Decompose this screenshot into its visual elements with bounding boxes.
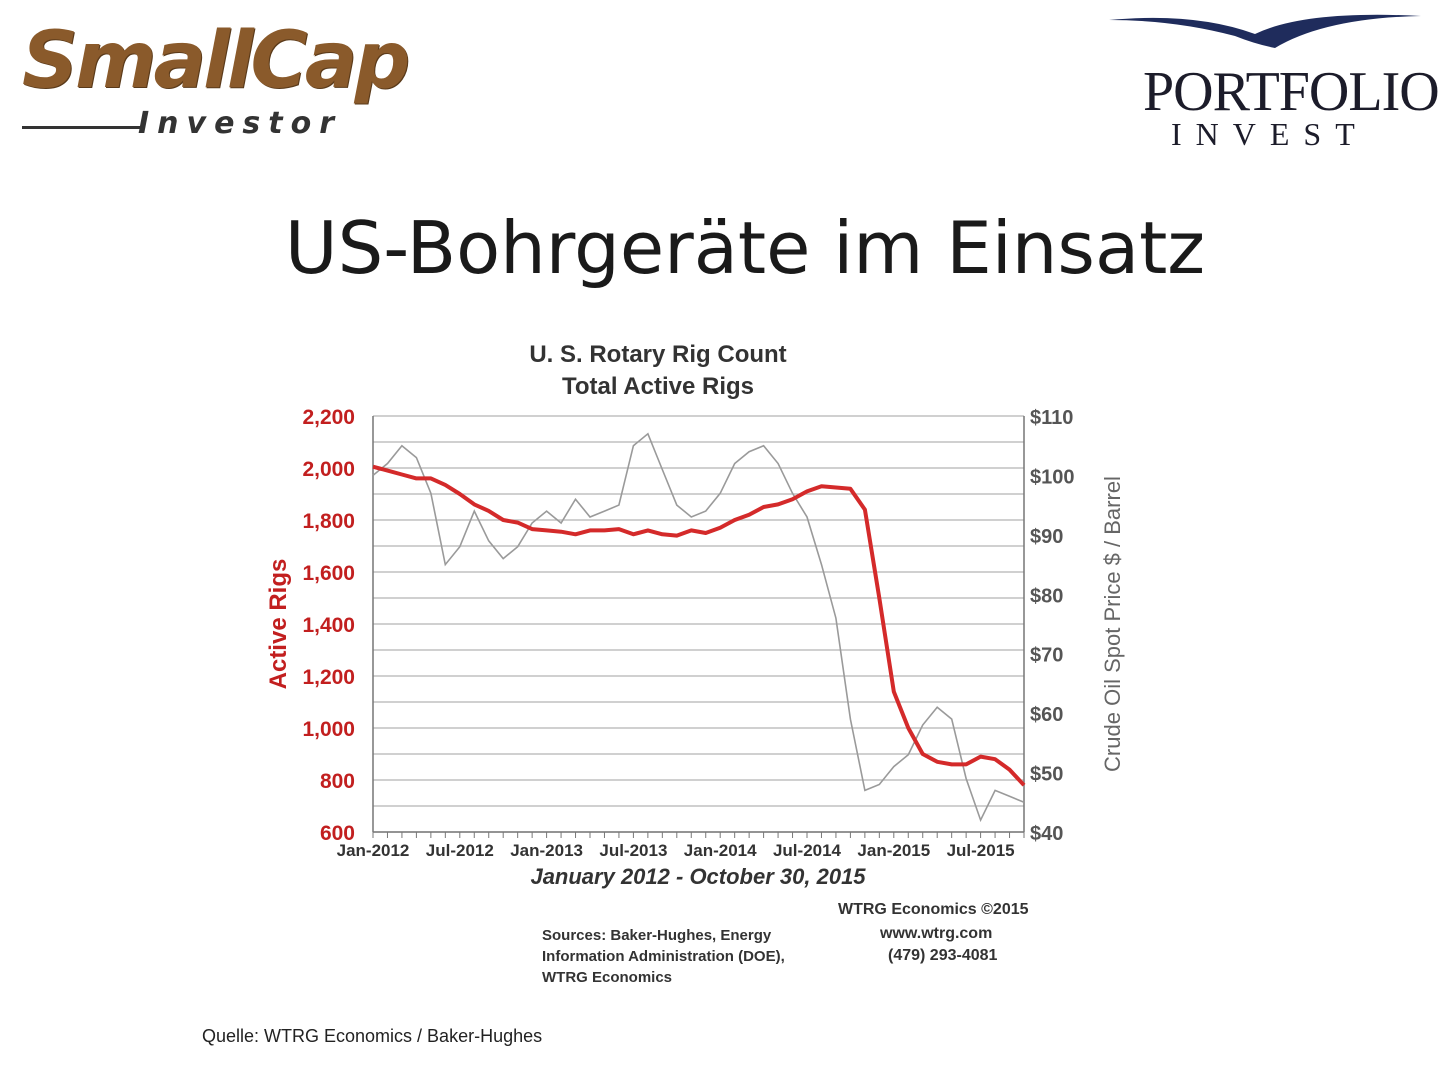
bird-icon [1109,14,1421,48]
y-tick-right: $40 [1030,823,1063,845]
y-tick-right: $60 [1030,704,1063,726]
y-tick-left: 2,000 [302,458,355,481]
y-tick-right: $100 [1030,466,1075,488]
note-website: www.wtrg.com [879,925,992,942]
y-tick-right: $70 [1030,645,1063,667]
rig-count-line [372,464,1026,787]
chart-axes [372,416,1025,838]
oil-price-line [372,432,1025,823]
note-phone: (479) 293-4081 [888,947,998,964]
x-tick: Jan-2014 [684,841,757,860]
x-tick: Jul-2014 [773,841,842,860]
x-tick: Jan-2012 [337,841,410,860]
logo-right-big: PORTFOLIO [1143,61,1440,123]
y-tick-left: 2,200 [302,406,355,429]
chart-series [372,432,1026,823]
x-tick: Jul-2015 [947,841,1015,860]
y-tick-right: $90 [1030,526,1063,548]
y-tick-left: 1,800 [302,510,355,533]
note-sources-3: WTRG Economics [542,969,672,986]
chart-title-line-1: U. S. Rotary Rig Count [529,341,786,368]
note-sources-1: Sources: Baker-Hughes, Energy [542,927,772,944]
logo-left-sub: Investor [138,106,343,141]
y-tick-right: $110 [1030,407,1073,429]
x-axis-label: January 2012 - October 30, 2015 [530,864,866,889]
y-tick-left: 1,400 [302,614,355,637]
source-note: Quelle: WTRG Economics / Baker-Hughes [202,1026,543,1046]
page-title: US-Bohrgeräte im Einsatz [284,206,1206,290]
x-tick: Jul-2012 [426,841,494,860]
y-tick-right: $80 [1030,585,1063,607]
rig-count-chart: 2,200 2,000 1,800 1,600 1,400 1,200 1,000 800 60… [265,341,1125,986]
logo-left-rule [22,126,140,129]
y-tick-left: 800 [320,770,355,793]
note-sources-2: Information Administration (DOE), [542,948,785,965]
y-axis-label-left: Active Rigs [265,559,292,690]
y-tick-left: 1,200 [302,666,355,689]
y-tick-left: 1,600 [302,562,355,585]
y-axis-label-right: Crude Oil Spot Price $ / Barrel [1100,476,1125,772]
logo-left-word: SmallCap [22,16,410,106]
smallcap-investor-logo: SmallCap Investor [18,14,410,141]
y-tick-left: 600 [320,822,355,845]
logo-right-small: INVEST [1171,116,1369,152]
note-copyright: WTRG Economics ©2015 [838,901,1029,918]
chart-grid [373,415,1024,833]
y-tick-right: $50 [1030,764,1063,786]
y-tick-left: 1,000 [302,718,355,741]
x-tick: Jul-2013 [599,841,667,860]
portfolio-invest-logo: PORTFOLIO INVEST [1105,10,1440,152]
chart-labels: 2,200 2,000 1,800 1,600 1,400 1,200 1,000 800 60… [265,341,1125,986]
x-tick: Jan-2015 [857,841,930,860]
x-tick: Jan-2013 [510,841,583,860]
chart-title-line-2: Total Active Rigs [562,373,754,400]
